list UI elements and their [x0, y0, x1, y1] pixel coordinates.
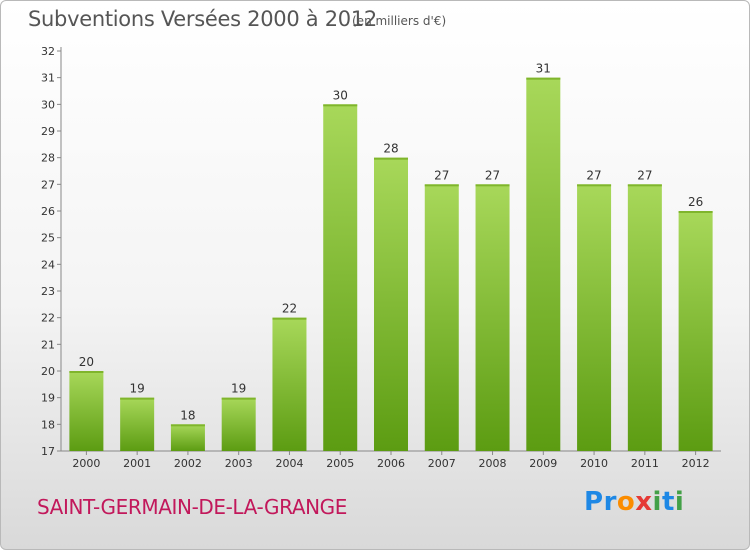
bar-top-edge [120, 397, 155, 400]
y-tick-label: 30 [41, 98, 55, 111]
y-tick-label: 21 [41, 338, 55, 351]
x-tick-label: 2005 [326, 457, 354, 470]
bar-top-edge [424, 184, 459, 187]
y-tick-label: 25 [41, 232, 55, 245]
logo-letter: i [652, 487, 662, 517]
bar [374, 157, 408, 451]
bar-top-edge [272, 317, 307, 320]
x-tick-label: 2002 [174, 457, 202, 470]
data-label: 30 [333, 88, 348, 102]
bar [678, 211, 713, 451]
y-tick-label: 17 [41, 445, 55, 458]
bar-top-edge [678, 211, 713, 213]
x-tick-label: 2011 [631, 457, 659, 470]
y-tick-label: 24 [41, 258, 55, 271]
x-tick-label: 2004 [275, 457, 303, 470]
y-tick-label: 28 [41, 152, 55, 165]
x-tick-label: 2008 [479, 457, 507, 470]
bar-top-edge [577, 184, 612, 187]
data-label: 19 [231, 382, 246, 396]
y-tick-label: 22 [41, 312, 55, 325]
data-label: 26 [688, 195, 703, 209]
bar-top-edge [374, 157, 408, 160]
chart-unit-label: (en milliers d'€) [352, 14, 447, 28]
bar-top-edge [627, 184, 662, 187]
bar [120, 397, 155, 451]
x-tick-label: 2001 [123, 457, 151, 470]
x-tick-label: 2010 [580, 457, 608, 470]
commune-name: SAINT-GERMAIN-DE-LA-GRANGE [37, 495, 347, 519]
x-tick-label: 2009 [529, 457, 557, 470]
data-label: 20 [79, 355, 94, 369]
x-tick-label: 2003 [225, 457, 253, 470]
bar [577, 184, 612, 452]
data-label: 22 [282, 302, 297, 316]
bar [475, 184, 510, 452]
x-tick-label: 2007 [428, 457, 456, 470]
bar [69, 371, 104, 451]
bar [424, 184, 459, 452]
logo-letter: x [635, 487, 653, 517]
data-label: 19 [130, 382, 145, 396]
logo-letter: t [661, 487, 675, 517]
chart-title: Subventions Versées 2000 à 2012 [28, 7, 377, 31]
bar-top-edge [475, 184, 510, 187]
x-tick-label: 2012 [682, 457, 710, 470]
y-tick-label: 18 [41, 418, 55, 431]
proxiti-logo: Proxiti [584, 487, 684, 517]
y-tick-label: 27 [41, 178, 55, 191]
data-label: 31 [536, 62, 551, 76]
bar [526, 77, 561, 452]
y-tick-label: 19 [41, 392, 55, 405]
bar-top-edge [170, 424, 205, 427]
y-tick-label: 29 [41, 125, 55, 138]
bar-top-edge [323, 104, 358, 107]
logo-letter: r [603, 487, 617, 517]
bar-top-edge [69, 371, 104, 373]
y-tick-label: 23 [41, 285, 55, 298]
y-tick-label: 32 [41, 45, 55, 58]
y-tick-label: 26 [41, 205, 55, 218]
bar-top-edge [526, 77, 561, 80]
logo-letter: o [616, 487, 636, 517]
data-label: 18 [180, 408, 195, 422]
data-label: 27 [434, 168, 449, 182]
logo-letter: i [674, 487, 685, 517]
bar-top-edge [221, 397, 256, 400]
bar [627, 184, 662, 452]
bar [170, 424, 205, 451]
data-label: 28 [383, 142, 398, 156]
x-tick-label: 2000 [72, 457, 100, 470]
data-label: 27 [586, 168, 601, 182]
data-label: 27 [637, 168, 652, 182]
bar [221, 397, 256, 451]
y-tick-label: 20 [41, 365, 55, 378]
bar [272, 317, 307, 451]
y-tick-label: 31 [41, 72, 55, 85]
data-label: 27 [485, 168, 500, 182]
logo-letter: P [584, 487, 604, 517]
bar [323, 104, 358, 451]
x-tick-label: 2006 [377, 457, 405, 470]
